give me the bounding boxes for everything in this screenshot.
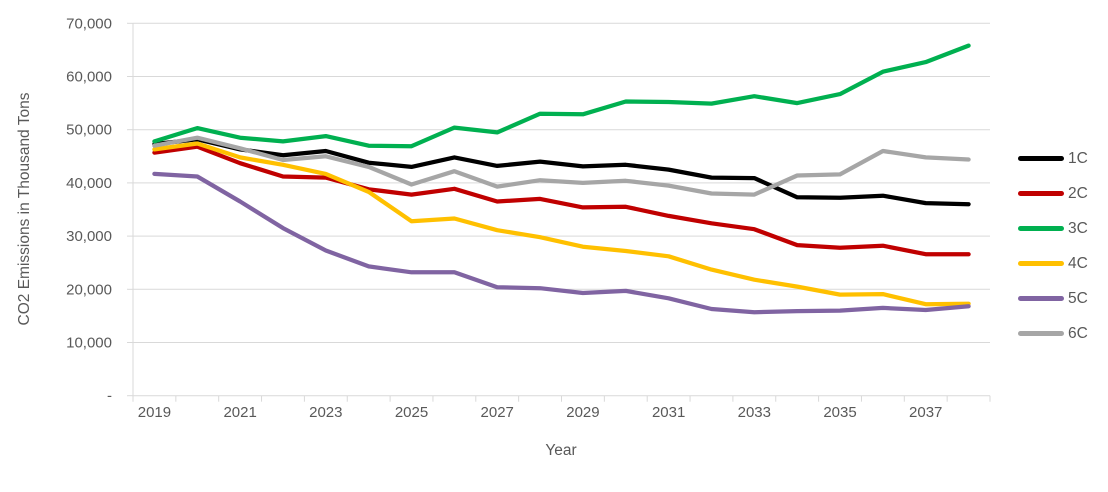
legend-swatch-1c bbox=[1018, 156, 1064, 161]
legend-swatch-5c bbox=[1018, 296, 1064, 301]
legend-item-1c: 1C bbox=[1018, 141, 1088, 176]
x-tick-label: 2035 bbox=[823, 404, 856, 421]
series-line-4c bbox=[152, 141, 971, 307]
legend-label: 3C bbox=[1068, 219, 1088, 237]
x-tick-label: 2019 bbox=[138, 404, 171, 421]
y-axis-title: CO2 Emissions in Thousand Tons bbox=[16, 92, 33, 326]
x-axis-title: Year bbox=[545, 442, 577, 459]
x-tick-label: 2033 bbox=[738, 404, 771, 421]
x-tick-label: 2025 bbox=[395, 404, 428, 421]
y-tick-label: 40,000 bbox=[66, 175, 112, 192]
legend-label: 6C bbox=[1068, 324, 1088, 342]
legend-item-5c: 5C bbox=[1018, 281, 1088, 316]
legend-item-2c: 2C bbox=[1018, 176, 1088, 211]
legend-swatch-3c bbox=[1018, 226, 1064, 231]
x-tick-label: 2031 bbox=[652, 404, 685, 421]
y-tick-label: 70,000 bbox=[66, 15, 112, 32]
y-tick-label: 50,000 bbox=[66, 122, 112, 139]
legend-swatch-4c bbox=[1018, 261, 1064, 266]
legend-label: 5C bbox=[1068, 289, 1088, 307]
y-tick-label: 30,000 bbox=[66, 228, 112, 245]
legend-label: 2C bbox=[1068, 184, 1088, 202]
legend-label: 1C bbox=[1068, 149, 1088, 167]
legend-label: 4C bbox=[1068, 254, 1088, 272]
legend-item-4c: 4C bbox=[1018, 246, 1088, 281]
legend: 1C 2C 3C 4C 5C 6C bbox=[1018, 141, 1088, 351]
series-line-3c bbox=[152, 43, 971, 149]
legend-swatch-6c bbox=[1018, 331, 1064, 336]
series-line-6c bbox=[152, 135, 971, 197]
x-tick-label: 2021 bbox=[223, 404, 256, 421]
series-line-5c bbox=[152, 171, 971, 315]
y-tick-label: 20,000 bbox=[66, 281, 112, 298]
legend-swatch-2c bbox=[1018, 191, 1064, 196]
x-tick-label: 2027 bbox=[481, 404, 514, 421]
legend-item-6c: 6C bbox=[1018, 316, 1088, 351]
series-line-2c bbox=[152, 144, 971, 257]
legend-item-3c: 3C bbox=[1018, 211, 1088, 246]
x-tick-label: 2023 bbox=[309, 404, 342, 421]
series-line-1c bbox=[152, 137, 971, 207]
y-tick-label: - bbox=[107, 388, 112, 405]
y-tick-label: 60,000 bbox=[66, 69, 112, 86]
x-tick-label: 2029 bbox=[566, 404, 599, 421]
y-tick-label: 10,000 bbox=[66, 335, 112, 352]
x-tick-label: 2037 bbox=[909, 404, 942, 421]
